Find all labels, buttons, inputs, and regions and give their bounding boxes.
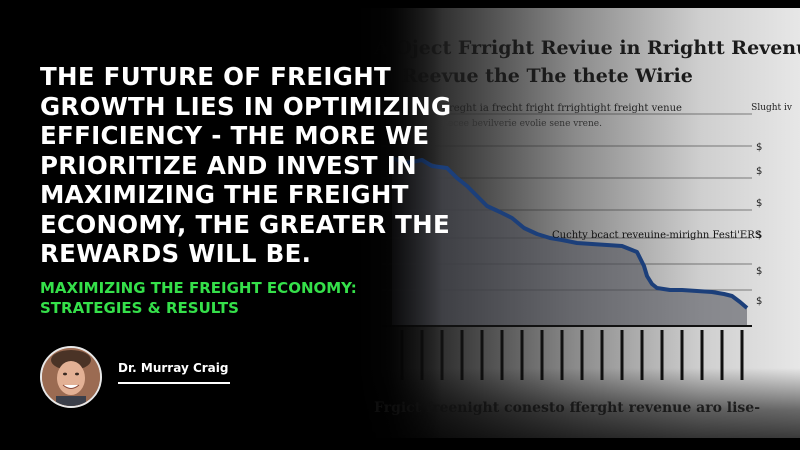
author-name: Dr. Murray Craig [118,361,229,375]
chart-title-line: in Reevue the The thete Wirie [374,65,693,87]
chart-annotation: Cuchty bcact reveuine-mirighn Festi'ERS [552,230,762,241]
subtitle-line: Maximizing the Freight Economy: [40,279,357,297]
chart-subtitle: Freght ia frecht fright frrightight frei… [442,103,682,114]
chart-trend-line [391,156,749,310]
chart-corner-label: Slught iv [751,103,792,113]
y-tick-label: $ [756,230,762,241]
chart-title: A Oject Frright Reviue in Rrightt Revenu… [374,34,800,90]
subtitle-line: Strategies & Results [40,299,239,317]
y-tick-label: $ [756,142,762,153]
author-info: Dr. Murray Craig [118,360,230,384]
author-underline [118,382,230,384]
fade-overlay [352,8,442,438]
avatar [40,346,102,408]
chart-caption: Frgict freenight conesto fferght revenue… [374,400,761,416]
author-block: Dr. Murray Craig [40,346,230,408]
chart-subtitle: Lecee bevilverie evolie sene vrene. [442,119,602,129]
y-tick-label: $ [756,266,762,277]
chart-title-line: A Oject Frright Reviue in Rrightt Revenu… [374,37,800,59]
chart-background-image: $ $ $ $ $ $ [352,8,800,438]
avatar-portrait [42,348,100,406]
subtitle: Maximizing the Freight Economy: Strategi… [40,278,400,318]
chart-y-ticks: $ $ $ $ $ $ [756,142,762,307]
y-tick-label: $ [756,166,762,177]
y-tick-label: $ [756,296,762,307]
y-tick-label: $ [756,198,762,209]
